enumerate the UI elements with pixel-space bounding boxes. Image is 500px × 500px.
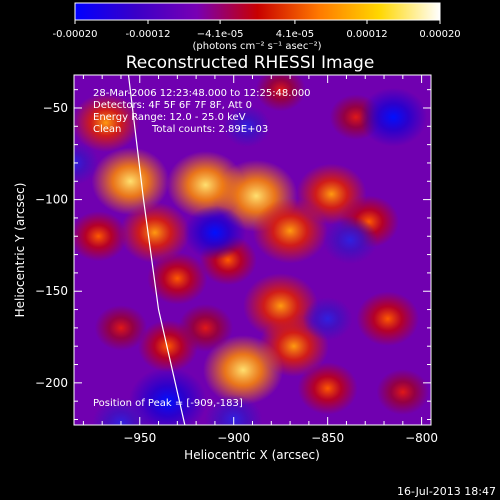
x-tick-label: −950 <box>123 431 156 445</box>
colorbar-tick-label: −4.1e-05 <box>197 29 244 40</box>
negative-residual <box>302 297 353 341</box>
timestamp: 16-Jul-2013 18:47 <box>397 485 496 498</box>
observation-info: 28-Mar-2006 12:23:48.000 to 12:25:48.000… <box>93 88 311 409</box>
emission-source <box>94 305 148 351</box>
colorbar-units-label: (photons cm⁻² s⁻¹ asec⁻²) <box>192 41 321 52</box>
colorbar-ticks: -0.00020 -0.00012 −4.1e-05 4.1e-05 0.00012 0.… <box>53 20 461 40</box>
solar-limb-line <box>127 75 186 425</box>
algorithm-text: Clean <box>93 124 121 135</box>
emission-source <box>356 291 420 346</box>
time-range-text: 28-Mar-2006 12:23:48.000 to 12:25:48.000 <box>93 88 311 99</box>
colorbar-tick-label: -0.00012 <box>126 29 171 40</box>
negative-residual <box>92 398 150 425</box>
negative-residual <box>359 87 428 147</box>
y-tick-label: −50 <box>43 101 68 115</box>
negative-residual <box>183 205 247 260</box>
emission-source <box>202 335 284 405</box>
image-area <box>74 75 431 425</box>
x-tick-label: −850 <box>311 431 344 445</box>
emission-source <box>297 362 358 415</box>
colorbar-tick-label: 0.00012 <box>346 29 387 40</box>
negative-residual <box>74 141 99 185</box>
y-axis-label: Heliocentric Y (arcsec) <box>13 183 27 318</box>
total-counts-text: Total counts: 2.89E+03 <box>151 124 268 135</box>
emission-source <box>119 202 190 264</box>
chart-title: Reconstructed RHESSI Image <box>126 53 375 73</box>
emission-source <box>147 252 208 305</box>
y-tick-label: −150 <box>35 284 68 298</box>
negative-residual <box>223 105 271 147</box>
y-axis-ticks: −50 −100 −150 −200 <box>35 89 431 421</box>
emission-source <box>255 75 306 112</box>
negative-residual <box>204 394 263 425</box>
x-tick-label: −900 <box>217 431 250 445</box>
emission-map <box>74 75 430 425</box>
emission-source <box>74 93 140 153</box>
colorbar-tick-label: -0.00020 <box>53 29 98 40</box>
colorbar-tick-label: 4.1e-05 <box>276 29 314 40</box>
colorbar <box>74 2 441 21</box>
y-tick-label: −200 <box>35 376 68 390</box>
y-tick-label: −100 <box>35 193 68 207</box>
x-tick-label: −800 <box>405 431 438 445</box>
negative-residual <box>129 367 207 425</box>
detectors-text: Detectors: 4F 5F 6F 7F 8F, Att 0 <box>93 100 252 111</box>
colorbar-tick-label: 0.00020 <box>419 29 460 40</box>
emission-source <box>74 211 128 262</box>
peak-position-text: Position of Peak = [-909,-183] <box>93 398 243 409</box>
x-axis-label: Heliocentric X (arcsec) <box>184 448 320 462</box>
emission-source <box>178 303 234 352</box>
energy-range-text: Energy Range: 12.0 - 25.0 keV <box>93 112 246 123</box>
x-axis-ticks: −950 −900 −850 −800 <box>82 75 438 445</box>
emission-source <box>376 369 430 415</box>
negative-residual <box>322 216 378 264</box>
emission-source <box>91 147 170 216</box>
